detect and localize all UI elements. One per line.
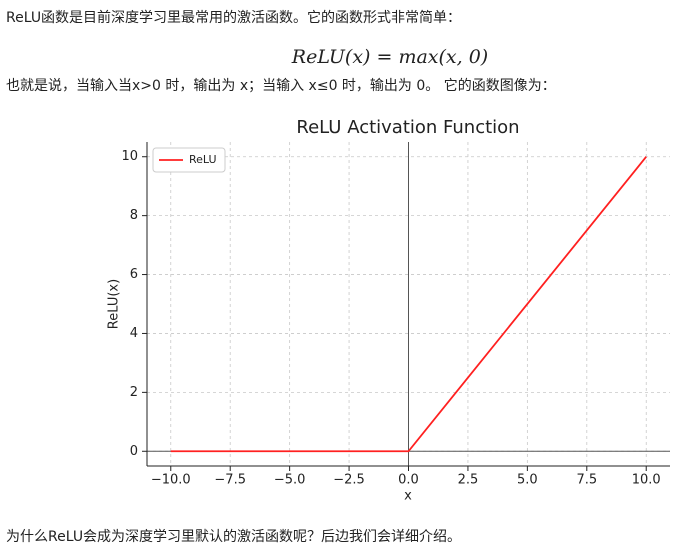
x-tick-label: 7.5 — [576, 473, 597, 488]
y-tick-label: 8 — [130, 208, 138, 223]
y-tick-label: 6 — [130, 267, 138, 282]
x-tick-label: 2.5 — [458, 473, 479, 488]
x-axis-label: x — [404, 489, 412, 504]
y-tick-label: 4 — [130, 326, 138, 341]
paragraph: ReLU函数是目前深度学习里最常用的激活函数。它的函数形式非常简单： — [6, 9, 461, 26]
chart-title: ReLU Activation Function — [296, 117, 519, 138]
formula: ReLU(x) = max(x, 0) — [291, 46, 488, 68]
legend-label: ReLU — [189, 153, 217, 166]
x-tick-label: 0.0 — [398, 473, 419, 488]
plot: −10.0 −7.5 −5.0 −2.5 0.0 2.5 5.0 7.5 10.0 0 2 4 6 8 10… — [121, 142, 670, 488]
legend-box — [152, 147, 226, 173]
line-series — [170, 156, 647, 453]
x-tick-label: 5.0 — [517, 473, 538, 488]
x-tick-label: −2.5 — [333, 473, 365, 488]
y-tick-label: 0 — [130, 444, 138, 459]
y-tick-label: 10 — [121, 149, 138, 164]
y-tick-label: 2 — [130, 385, 138, 400]
legend: ReLU — [152, 147, 226, 173]
x-tick-label: −5.0 — [274, 473, 306, 488]
x-tick-label: 10.0 — [632, 473, 661, 488]
paragraph: 也就是说，当输入当x>0 时，输出为 x；当输入 x≤0 时，输出为 0。 它的… — [6, 77, 556, 94]
x-tick-label: −7.5 — [214, 473, 246, 488]
paragraph: 为什么ReLU会成为深度学习里默认的激活函数呢？后边我们会详细介绍。 — [6, 528, 461, 545]
y-axis-label: ReLU(x) — [107, 279, 122, 329]
x-tick-label: −10.0 — [151, 473, 191, 488]
